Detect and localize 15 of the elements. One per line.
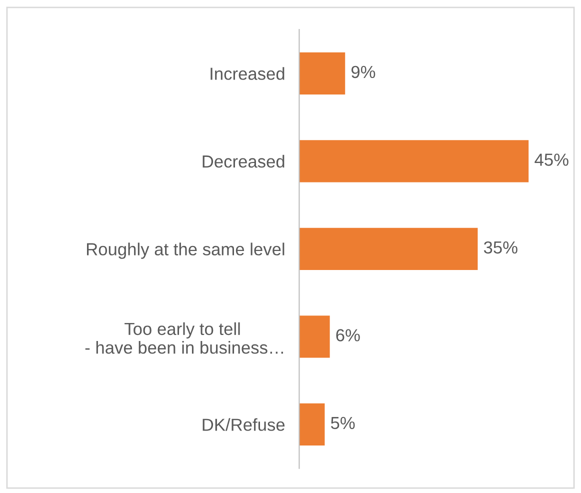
data-label: 5%: [330, 416, 355, 430]
bar: [299, 52, 346, 95]
y-tick-label: Decreased: [202, 154, 284, 168]
bar: [299, 228, 478, 270]
data-label: 9%: [351, 66, 376, 78]
bar: [299, 140, 529, 182]
data-label: 6%: [336, 329, 360, 342]
bar: [299, 316, 330, 358]
y-tick-label: Increased: [210, 67, 284, 80]
y-tick-label: Roughly at the same level: [87, 242, 284, 259]
bar: [299, 403, 325, 446]
y-tick-label: Too early to tell - have been in business…: [85, 322, 283, 354]
data-label: 45%: [534, 154, 568, 166]
data-label: 35%: [484, 241, 518, 254]
y-tick-label: DK/Refuse: [202, 418, 285, 431]
